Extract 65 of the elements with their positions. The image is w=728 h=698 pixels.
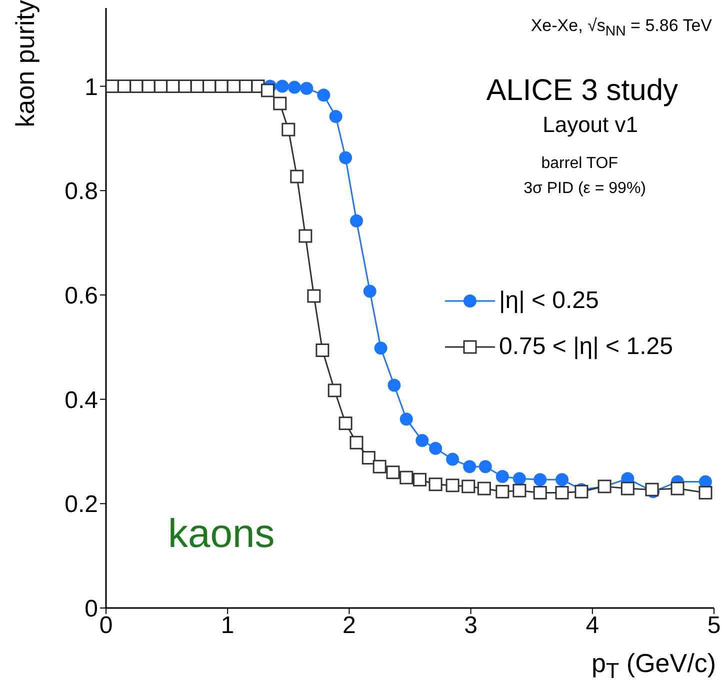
point: [260, 84, 274, 98]
point: [298, 229, 312, 243]
x-tick-label: 2: [342, 612, 356, 640]
point: [446, 452, 460, 466]
annotation: ALICE 3 study: [486, 74, 678, 108]
x-tick-label: 4: [586, 612, 600, 640]
point: [307, 289, 321, 303]
point: [463, 460, 476, 474]
x-tick-label: 3: [464, 612, 478, 640]
annotation: 3σ PID (ε = 99%): [524, 180, 646, 198]
point: [317, 88, 330, 102]
point: [374, 342, 388, 355]
point: [670, 482, 684, 496]
point: [555, 486, 569, 500]
legend-label: 0.75 < |η| < 1.25: [499, 333, 673, 361]
point: [446, 478, 460, 492]
point: [300, 82, 314, 95]
annotation: barrel TOF: [541, 155, 618, 173]
point: [282, 122, 296, 136]
point: [339, 151, 352, 164]
point: [496, 484, 510, 498]
y-tick-label: 0.6: [64, 282, 98, 310]
point: [388, 378, 401, 392]
point: [328, 384, 342, 398]
point: [477, 482, 491, 496]
x-tick-label: 5: [707, 612, 721, 640]
y-tick-label: 0.8: [64, 178, 98, 206]
point: [350, 436, 364, 450]
point: [512, 472, 526, 486]
y-tick-label: 0.2: [64, 491, 98, 518]
point: [338, 416, 352, 430]
legend-label: |η| < 0.25: [499, 287, 599, 315]
point: [276, 80, 289, 93]
y-axis-title: kaon purity: [10, 0, 41, 130]
point: [496, 470, 509, 484]
y-tick-label: 0.4: [64, 386, 98, 414]
point: [290, 170, 304, 184]
point: [462, 480, 476, 494]
point: [645, 482, 659, 496]
y-tick-label: 1: [84, 74, 98, 101]
x-tick-label: 1: [220, 612, 234, 640]
point: [478, 460, 492, 474]
point: [533, 486, 547, 500]
point: [412, 472, 426, 486]
point: [363, 284, 376, 298]
point: [329, 110, 342, 124]
point: [288, 80, 301, 94]
point: [350, 214, 363, 228]
point: [512, 484, 526, 498]
annotation: Xe-Xe, √s$_{NN}$ = 5.86 TeV: [530, 16, 712, 40]
point: [416, 434, 429, 448]
point: [372, 460, 386, 474]
point: [698, 486, 712, 500]
point: [273, 96, 287, 110]
x-axis-title: p$_{T}$ (GeV/c): [592, 648, 716, 684]
point: [556, 473, 568, 486]
point: [386, 466, 400, 480]
point: [400, 412, 413, 426]
point: [620, 482, 634, 496]
point: [429, 442, 442, 455]
annotation: Layout v1: [542, 112, 638, 138]
point: [534, 473, 547, 486]
point: [428, 478, 442, 492]
annotation: kaons: [168, 512, 275, 557]
point: [400, 470, 414, 484]
